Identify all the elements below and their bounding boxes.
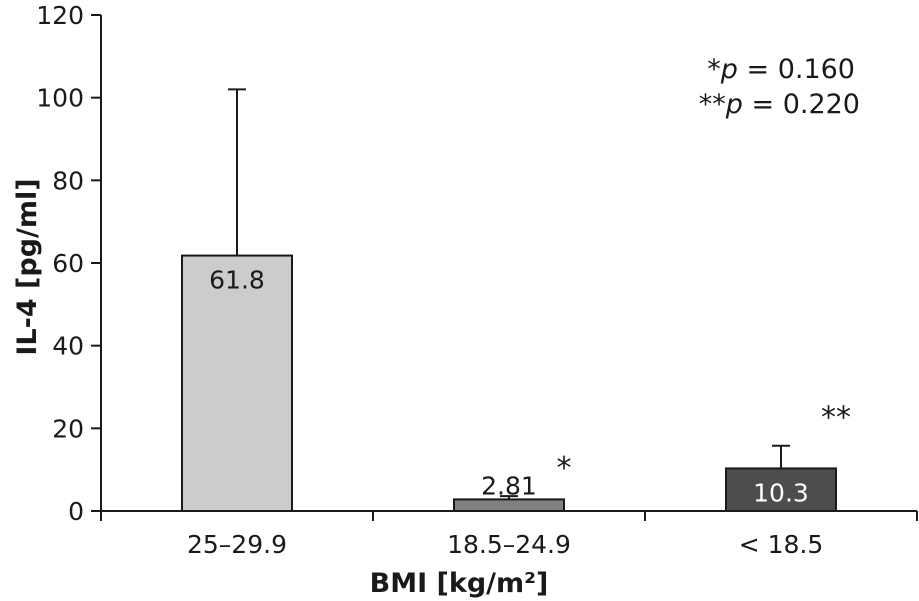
y-tick-label: 120: [36, 1, 84, 30]
y-tick-label: 0: [68, 497, 84, 526]
bar: [181, 254, 293, 512]
bars: 61.8 2.81 * 10.3 **: [181, 88, 851, 513]
x-tick-label: < 18.5: [739, 530, 824, 559]
x-axis-ticks: 25–29.9 18.5–24.9 < 18.5: [100, 511, 918, 559]
y-tick-label: 100: [36, 84, 84, 113]
p-value-annotation-2: **p = 0.220: [699, 89, 860, 120]
p-value-annotation-1: *p = 0.160: [707, 54, 855, 85]
x-tick-label: 25–29.9: [187, 530, 287, 559]
x-tick-label: 18.5–24.9: [447, 530, 571, 559]
y-axis-ticks: 0 20 40 60 80 100 120: [36, 1, 101, 526]
y-tick-label: 80: [52, 166, 84, 195]
bar-value-label: 10.3: [753, 478, 809, 507]
y-axis-title: IL-4 [pg/ml]: [12, 178, 43, 355]
significance-mark: *: [557, 451, 572, 486]
bar-value-label: 2.81: [481, 471, 537, 500]
x-axis-title: BMI [kg/m²]: [370, 568, 549, 599]
bar-value-label: 61.8: [209, 266, 265, 295]
y-tick-label: 20: [52, 414, 84, 443]
y-tick-label: 40: [52, 332, 84, 361]
bar: [453, 498, 565, 513]
y-tick-label: 60: [52, 249, 84, 278]
significance-mark: **: [821, 401, 851, 436]
